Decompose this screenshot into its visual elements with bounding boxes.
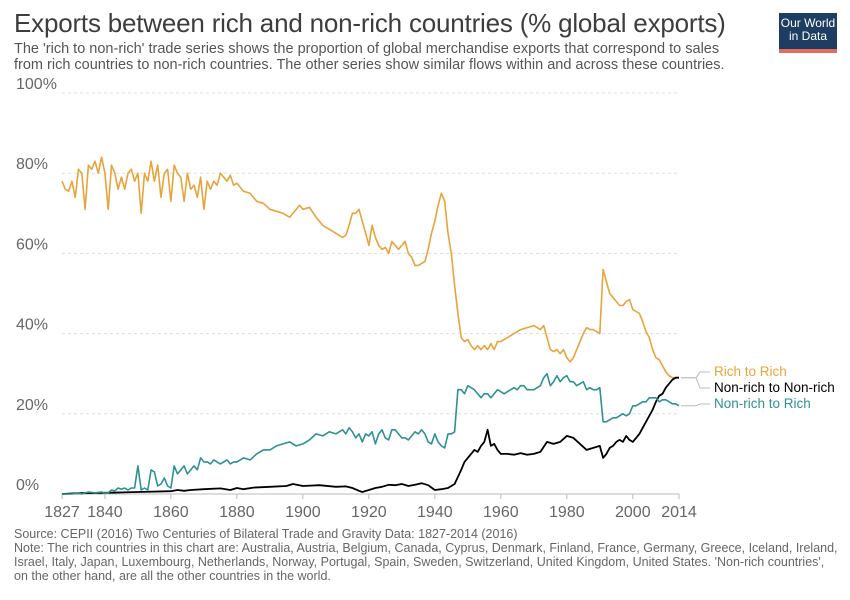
y-tick-label: 60% bbox=[16, 236, 48, 253]
series-label-non-rich-to-rich[interactable]: Non-rich to Rich bbox=[714, 396, 811, 411]
x-tick-label: 2000 bbox=[615, 504, 651, 521]
y-tick-label: 100% bbox=[16, 76, 57, 93]
label-connector bbox=[681, 403, 710, 407]
grid-layer: 0% 20% 40% 60% 80% 100% 1827 1840 1860 1880 1900 19… bbox=[16, 76, 697, 521]
label-connector bbox=[681, 377, 710, 389]
series-line-non-rich-to-rich[interactable] bbox=[62, 372, 680, 495]
logo-line-2: in Data bbox=[788, 29, 828, 43]
x-tick-label: 1860 bbox=[153, 504, 189, 521]
series-label-non-rich-to-non-rich[interactable]: Non-rich to Non-rich bbox=[714, 380, 835, 395]
chart-footer: Source: CEPII (2016) Two Centuries of Bi… bbox=[14, 527, 839, 583]
chart-title: Exports between rich and non-rich countr… bbox=[14, 8, 726, 38]
series-label-rich-to-rich[interactable]: Rich to Rich bbox=[714, 364, 787, 379]
x-tick-label: 2014 bbox=[661, 504, 697, 521]
logo-line-1: Our World bbox=[780, 16, 836, 30]
series-line-rich-to-rich[interactable] bbox=[61, 156, 679, 379]
x-tick-label: 1940 bbox=[417, 504, 453, 521]
series-line-non-rich-to-non-rich[interactable] bbox=[61, 376, 679, 495]
y-tick-label: 80% bbox=[16, 156, 48, 173]
x-tick-label: 1840 bbox=[87, 504, 123, 521]
chart-subtitle: The 'rich to non-rich' trade series show… bbox=[14, 41, 725, 73]
x-tick-label: 1900 bbox=[285, 504, 321, 521]
y-tick-label: 20% bbox=[16, 397, 48, 414]
note-text: Note: The rich countries in this chart a… bbox=[14, 541, 838, 583]
x-tick-label: 1880 bbox=[219, 504, 255, 521]
x-tick-label: 1980 bbox=[549, 504, 585, 521]
series-layer bbox=[61, 156, 680, 495]
source-text: Source: CEPII (2016) Two Centuries of Bi… bbox=[14, 527, 518, 541]
x-tick-label: 1920 bbox=[351, 504, 387, 521]
label-connector bbox=[681, 371, 710, 379]
owid-logo[interactable]: Our World in Data bbox=[779, 13, 837, 53]
x-tick-label: 1960 bbox=[483, 504, 519, 521]
x-tick-label: 1827 bbox=[44, 504, 80, 521]
y-tick-label: 40% bbox=[16, 317, 48, 334]
y-tick-label: 0% bbox=[16, 477, 39, 494]
